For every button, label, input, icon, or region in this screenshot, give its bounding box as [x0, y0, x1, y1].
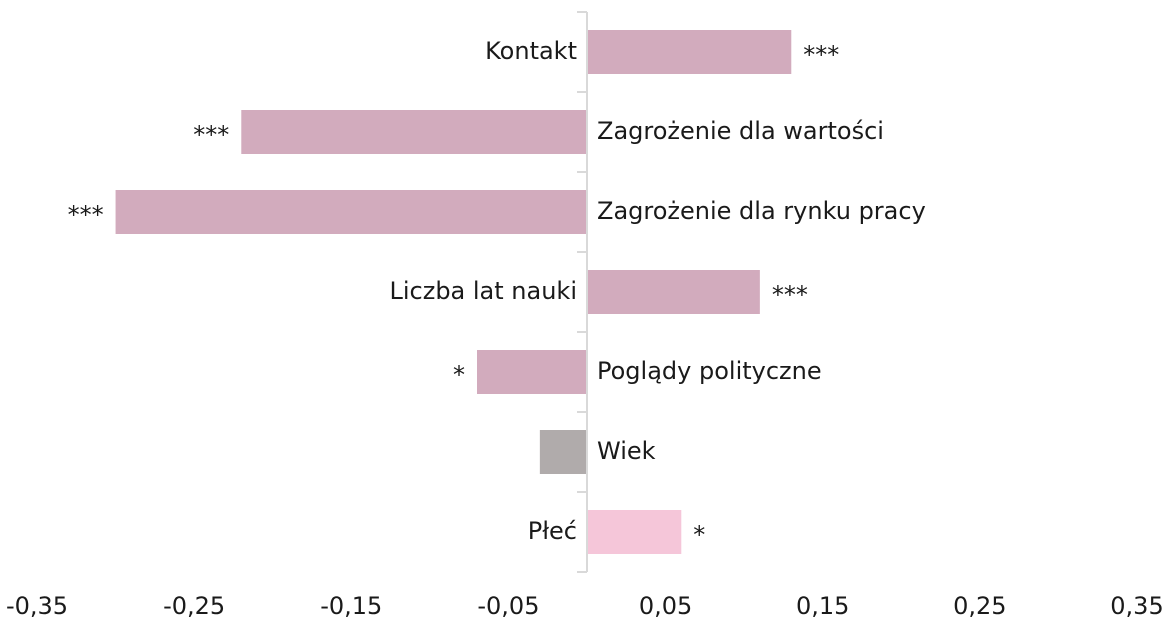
x-tick-label: 0,35: [1110, 592, 1163, 620]
bar: [587, 30, 792, 74]
bar: [587, 510, 682, 554]
x-tick-label: -0,35: [6, 592, 68, 620]
significance-label: ***: [803, 41, 839, 69]
category-label: Płeć: [528, 517, 577, 545]
significance-label: ***: [68, 201, 104, 229]
category-label: Zagrożenie dla wartości: [597, 117, 884, 145]
x-tick-label: -0,05: [477, 592, 539, 620]
significance-label: ***: [772, 281, 808, 309]
x-tick-label: 0,05: [639, 592, 692, 620]
significance-label: *: [693, 521, 705, 549]
bar: [477, 350, 587, 394]
bar: [241, 110, 588, 154]
x-tick-label: 0,15: [796, 592, 849, 620]
category-label: Kontakt: [485, 37, 577, 65]
significance-label: ***: [193, 121, 229, 149]
category-label: Poglądy polityczne: [597, 357, 822, 385]
bar: [115, 190, 588, 234]
x-tick-label: -0,15: [320, 592, 382, 620]
category-label: Wiek: [597, 437, 656, 465]
bar: [539, 430, 587, 474]
category-label: Liczba lat nauki: [389, 277, 577, 305]
x-tick-label: 0,25: [953, 592, 1006, 620]
category-label: Zagrożenie dla rynku pracy: [597, 197, 926, 225]
bar: [587, 270, 760, 314]
significance-label: *: [453, 361, 465, 389]
x-tick-label: -0,25: [163, 592, 225, 620]
